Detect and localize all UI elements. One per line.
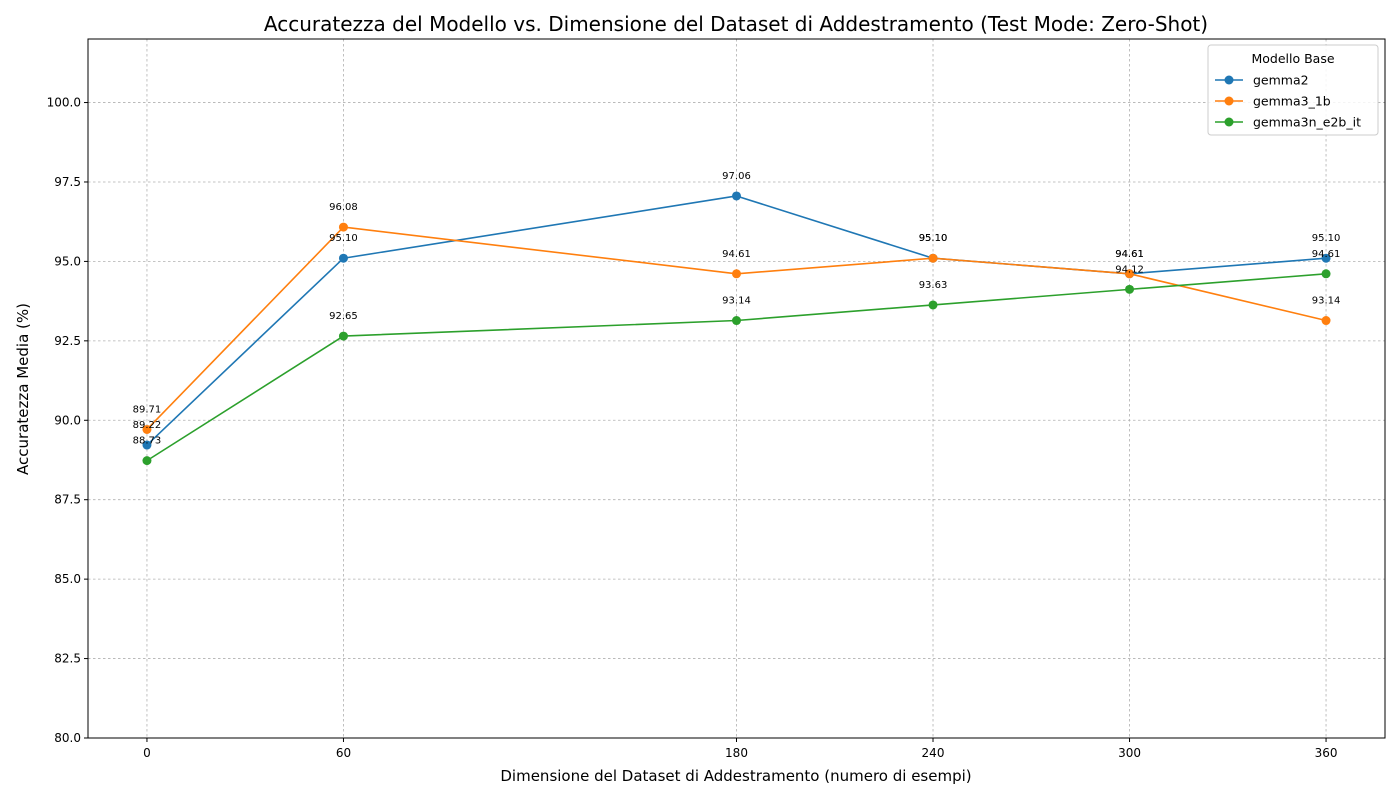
data-point-gemma3n_e2b_it (1125, 284, 1135, 294)
legend-marker-gemma2 (1224, 75, 1234, 85)
data-label-gemma3_1b: 89.71 (133, 404, 162, 415)
x-tick-label: 240 (922, 746, 945, 760)
legend-marker-gemma3_1b (1224, 96, 1234, 106)
data-label-gemma2: 89.22 (133, 420, 162, 431)
data-point-gemma3_1b (142, 424, 152, 434)
y-tick-label: 80.0 (54, 731, 81, 745)
data-label-gemma3n_e2b_it: 93.14 (722, 296, 751, 307)
data-point-gemma2 (1321, 253, 1331, 263)
legend-label-gemma3n_e2b_it: gemma3n_e2b_it (1253, 115, 1361, 130)
data-point-gemma3n_e2b_it (928, 300, 938, 310)
legend: Modello Base gemma2 gemma3_1b gemma3n_e2b_… (1207, 44, 1379, 136)
data-label-gemma3_1b: 94.61 (722, 249, 751, 260)
data-point-gemma3_1b (732, 269, 741, 279)
data-point-gemma3n_e2b_it (142, 456, 152, 466)
series-line-gemma2 (146, 195, 1327, 446)
legend-marker-gemma3n_e2b_it (1224, 117, 1234, 127)
data-label-gemma2: 95.10 (329, 233, 358, 244)
data-point-gemma3_1b (1321, 316, 1331, 326)
data-label-gemma3n_e2b_it: 93.63 (919, 280, 948, 291)
plot-frame (87, 38, 1386, 739)
x-tick-label: 300 (1118, 746, 1141, 760)
chart-title: Accuratezza del Modello vs. Dimensione d… (264, 12, 1208, 36)
y-tick-label: 82.5 (54, 652, 81, 666)
y-tick-label: 100.0 (47, 96, 81, 110)
data-point-gemma3n_e2b_it (338, 331, 348, 341)
data-point-gemma3n_e2b_it (1321, 269, 1331, 279)
y-tick-label: 85.0 (54, 572, 81, 586)
data-labels: 89.22 95.10 97.06 95.10 94.61 95.10 89.71 96.08… (133, 171, 1341, 447)
data-label-gemma2: 95.10 (919, 233, 948, 244)
data-label-gemma3n_e2b_it: 92.65 (329, 311, 358, 322)
y-tick-label: 87.5 (54, 493, 81, 507)
y-tick-label: 95.0 (54, 254, 81, 268)
data-label-gemma3_1b: 95.10 (919, 233, 948, 244)
series-line-gemma3n_e2b_it (146, 273, 1327, 462)
data-label-gemma2: 94.61 (1115, 249, 1144, 260)
data-label-gemma3_1b: 93.14 (1312, 296, 1341, 307)
y-tick-label: 97.5 (54, 175, 81, 189)
legend-label-gemma3_1b: gemma3_1b (1253, 94, 1331, 109)
data-point-gemma3_1b (338, 222, 348, 232)
legend-box (1207, 44, 1379, 136)
y-axis: 80.0 82.5 85.0 87.5 90.0 92.5 95.0 97.5 100.0 (47, 96, 88, 745)
y-axis-label: Accuratezza Media (%) (14, 303, 32, 475)
series-lines (146, 195, 1327, 462)
data-point-gemma2 (338, 253, 348, 263)
data-point-gemma3_1b (1125, 269, 1135, 279)
x-tick-label: 360 (1315, 746, 1338, 760)
data-label-gemma2: 97.06 (722, 171, 751, 182)
x-tick-label: 0 (143, 746, 151, 760)
series-line-gemma3_1b (146, 226, 1327, 431)
x-axis-label: Dimensione del Dataset di Addestramento … (500, 767, 971, 785)
data-label-gemma3n_e2b_it: 88.73 (133, 436, 162, 447)
data-label-gemma3n_e2b_it: 94.61 (1312, 249, 1341, 260)
y-tick-label: 90.0 (54, 413, 81, 427)
x-tick-label: 180 (725, 746, 748, 760)
legend-title: Modello Base (1251, 51, 1334, 66)
data-label-gemma3_1b: 94.61 (1115, 249, 1144, 260)
data-label-gemma3_1b: 96.08 (329, 202, 358, 213)
data-point-gemma3_1b (928, 253, 938, 263)
data-label-gemma2: 95.10 (1312, 233, 1341, 244)
series-points (142, 191, 1331, 466)
grid (88, 39, 1385, 739)
data-point-gemma2 (142, 440, 152, 450)
x-axis: 0 60 180 240 300 360 (143, 738, 1337, 760)
data-point-gemma2 (732, 191, 741, 201)
legend-entries: gemma2 gemma3_1b gemma3n_e2b_it (1215, 73, 1361, 130)
data-point-gemma3n_e2b_it (732, 316, 741, 326)
x-tick-label: 60 (336, 746, 351, 760)
legend-label-gemma2: gemma2 (1253, 73, 1309, 88)
data-label-gemma3n_e2b_it: 94.12 (1115, 264, 1144, 275)
y-tick-label: 92.5 (54, 334, 81, 348)
